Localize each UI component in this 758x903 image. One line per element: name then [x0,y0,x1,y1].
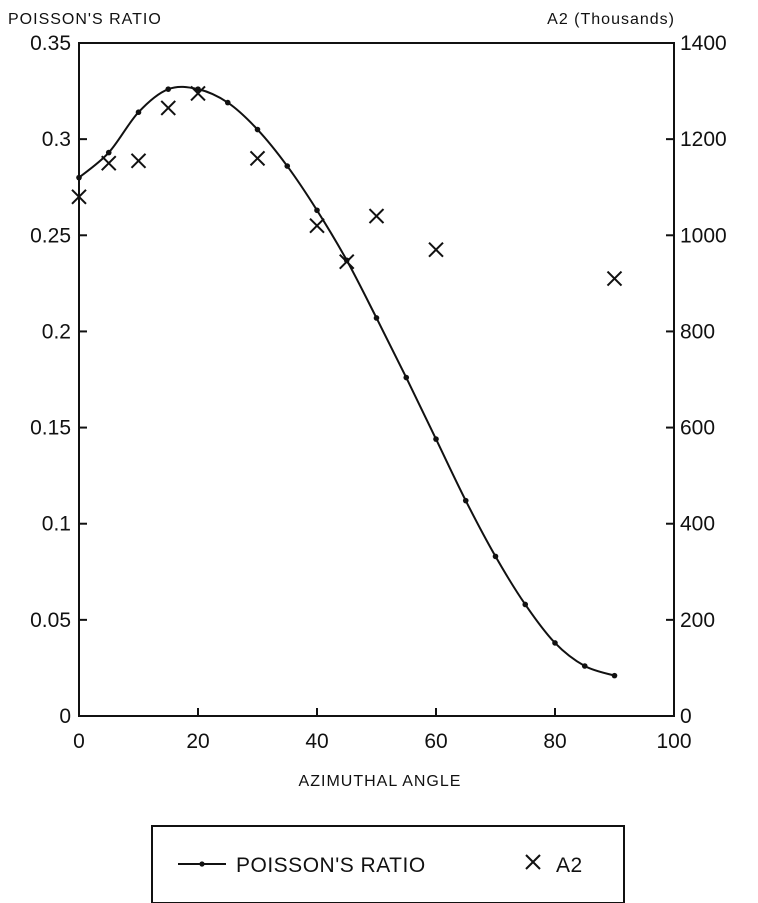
poissons-ratio-point [522,601,529,608]
y-left-tick-label: 0.1 [42,513,71,536]
poissons-ratio-point [314,207,320,214]
a2-point [368,208,385,224]
a2-point-stroke [339,254,355,270]
a2-point-stroke [130,153,147,169]
poissons-ratio-point [135,109,142,116]
legend: POISSON'S RATIO A2 [151,825,625,903]
poissons-ratio-point [224,99,231,106]
x-tick-label: 20 [186,730,209,753]
y-right-tick-label: 800 [680,320,715,343]
a2-point [71,189,87,205]
poissons-ratio-point [433,436,439,442]
a2-point-stroke [428,242,444,258]
plot-border [78,42,675,717]
legend-dot-swatch [199,861,205,867]
poissons-ratio-point [284,163,291,169]
y-left-tick-label: 0.15 [30,417,71,440]
a2-point-stroke [249,150,266,167]
legend-box [151,825,625,903]
y-right-tick-label: 600 [680,417,715,440]
legend-x-marker [525,854,541,870]
a2-point [101,155,117,171]
y-right-tick-label: 400 [680,513,715,536]
a2-point-stroke [309,217,325,234]
a2-point-stroke [368,208,385,224]
poissons-ratio-point [581,663,588,669]
a2-point-stroke [160,100,176,116]
poissons-ratio-point [492,553,499,560]
y-right-tick-label: 0 [680,705,692,728]
x-axis-title: AZIMUTHAL ANGLE [299,773,462,790]
legend-label-poissons-ratio: POISSON'S RATIO [236,854,426,877]
poissons-ratio-point [165,86,172,92]
poissons-ratio-point [373,315,380,321]
a2-point-stroke [71,189,87,205]
y-left-tick-label: 0.25 [30,224,71,247]
x-tick-label: 0 [73,730,85,753]
poissons-ratio-point [254,126,261,133]
axis-ticks: 0 20 40 60 80 10000.050.10.150.20.250.30.3502… [30,32,727,753]
y-left-tick-label: 0.3 [42,128,71,151]
y-right-tick-label: 1000 [680,224,727,247]
a2-point [160,100,176,116]
right-axis-title: A2 (Thousands) [547,11,675,28]
y-left-tick-label: 0 [59,705,71,728]
plot-area [78,42,675,717]
y-left-tick-label: 0.2 [42,320,71,343]
poissons-ratio-point [76,174,82,181]
legend-label-a2: A2 [556,854,583,877]
a2-point [190,85,206,102]
a2-point [428,242,444,258]
poissons-ratio-point [403,374,410,381]
poissons-ratio-line [78,85,615,677]
a2-point [130,153,147,169]
y-right-tick-label: 200 [680,609,715,632]
series-layer [71,85,623,679]
poissons-ratio-point [552,640,558,646]
poissons-ratio-point [611,672,618,679]
x-tick-label: 80 [543,730,566,753]
a2-point-stroke [101,155,117,171]
poissons-ratio-point [462,497,469,504]
y-right-tick-label: 1200 [680,128,727,151]
poissons-ratio-point [195,86,201,92]
left-axis-title: POISSON'S RATIO [8,11,162,28]
a2-point-stroke [190,85,206,102]
y-left-tick-label: 0.05 [30,609,71,632]
x-tick-label: 60 [424,730,447,753]
x-tick-label: 40 [305,730,328,753]
a2-point [606,270,623,287]
a2-point [309,217,325,234]
a2-point [249,150,266,167]
y-right-tick-label: 1400 [680,32,727,55]
y-left-tick-label: 0.35 [30,32,71,55]
a2-point-stroke [606,270,623,287]
x-tick-label: 100 [656,730,691,753]
poissons-ratio-point [105,149,112,156]
a2-point [339,254,355,270]
